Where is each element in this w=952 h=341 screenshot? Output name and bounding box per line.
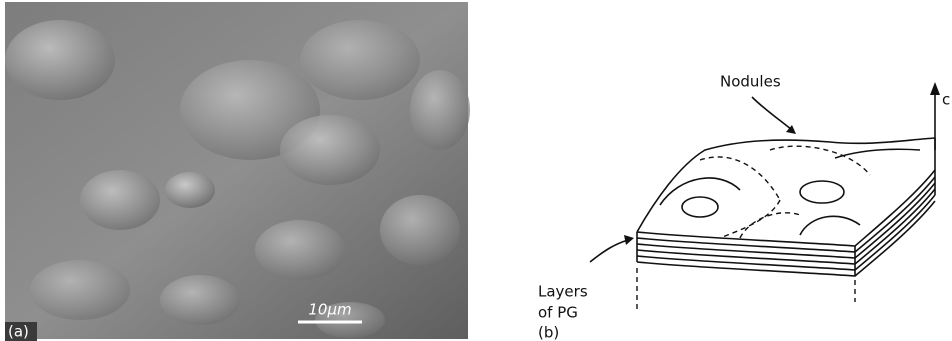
- layers-label: Layers: [538, 283, 588, 301]
- panel-label: (a): [8, 323, 29, 341]
- figure: (a) 10µm Nodules c Layers of PG (b): [0, 0, 952, 341]
- c-axis-label: c: [942, 91, 950, 109]
- slab-diagram: [590, 82, 940, 312]
- scale-bar-label: 10µm: [308, 301, 351, 319]
- panel-label: (b): [538, 324, 559, 341]
- sem-photo: [5, 2, 470, 341]
- nodules-label: Nodules: [720, 73, 781, 91]
- layers-label: of PG: [538, 304, 578, 322]
